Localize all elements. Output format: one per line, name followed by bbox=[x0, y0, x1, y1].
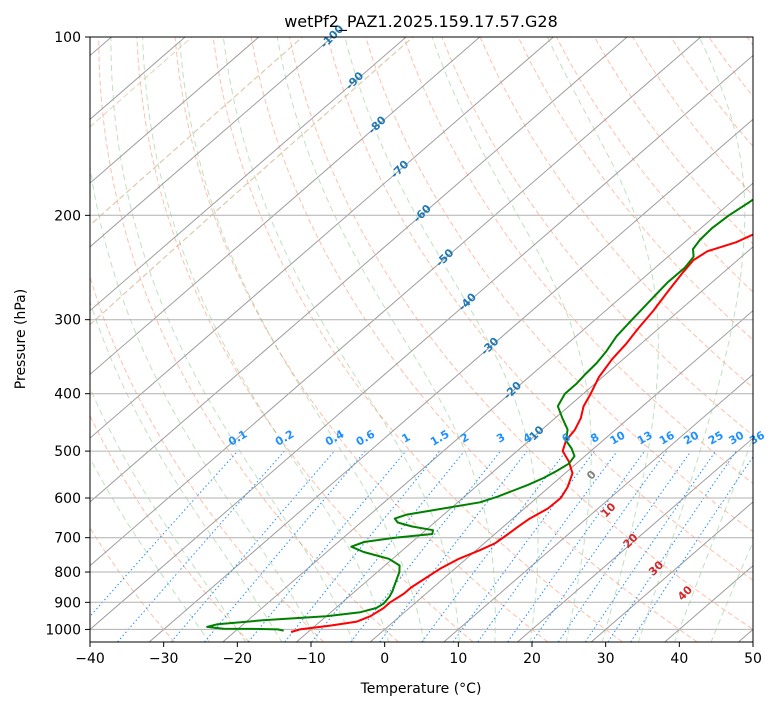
x-tick-label: −30 bbox=[149, 651, 179, 667]
moist-adiabat-line bbox=[547, 37, 659, 642]
isotherm-line bbox=[590, 501, 753, 642]
isotherm-line bbox=[443, 373, 753, 642]
mixing-ratio-line bbox=[507, 450, 646, 642]
y-tick-label: 700 bbox=[54, 531, 81, 547]
dry-adiabat-line bbox=[174, 37, 549, 642]
y-tick-label: 800 bbox=[54, 565, 81, 581]
x-tick-label: 0 bbox=[380, 651, 389, 667]
isotherm-line bbox=[90, 37, 333, 248]
mixing-ratio-line bbox=[557, 450, 692, 642]
plot-frame bbox=[89, 36, 754, 643]
x-tick-label: −40 bbox=[75, 651, 105, 667]
y-tick-label: 200 bbox=[54, 208, 81, 224]
mixing-ratio-line bbox=[477, 450, 618, 642]
dry-adiabat-line bbox=[90, 275, 325, 642]
mixing-ratio-line bbox=[284, 450, 440, 642]
isotherm-line bbox=[90, 37, 407, 312]
mixing-ratio-line bbox=[421, 450, 567, 642]
x-axis-label: Temperature (°C) bbox=[360, 681, 482, 697]
isotherm-line bbox=[369, 309, 753, 642]
isotherm-line bbox=[90, 54, 753, 631]
dewpoint-profile-line bbox=[206, 198, 753, 632]
y-tick-label: 400 bbox=[54, 387, 81, 403]
isotherm-line bbox=[148, 118, 753, 642]
isotherm-line bbox=[90, 37, 481, 376]
plot-background bbox=[90, 37, 753, 642]
x-tick-label: 40 bbox=[670, 651, 688, 667]
mixing-ratio-line bbox=[204, 450, 366, 642]
mixing-ratio-line bbox=[452, 450, 595, 642]
x-tick-label: −20 bbox=[223, 651, 253, 667]
moist-adiabat-line bbox=[344, 37, 539, 642]
y-tick-label: 500 bbox=[54, 444, 81, 460]
moist-adiabat-line bbox=[142, 37, 390, 642]
y-tick-label: 600 bbox=[54, 491, 81, 507]
y-tick-label: 900 bbox=[54, 595, 81, 611]
dry-adiabat-line bbox=[517, 37, 753, 341]
mixing-ratio-line bbox=[630, 456, 753, 642]
isotherm-line bbox=[222, 182, 753, 642]
mixing-ratio-line bbox=[311, 450, 465, 642]
y-tick-label: 300 bbox=[54, 313, 81, 329]
moist-adiabat-line bbox=[110, 37, 354, 642]
mixing-ratio-line bbox=[607, 450, 737, 642]
x-tick-label: 50 bbox=[744, 651, 762, 667]
isotherm-line bbox=[90, 37, 628, 503]
moist-adiabat-line bbox=[179, 37, 425, 642]
moist-adiabat-line bbox=[710, 540, 753, 642]
dry-adiabat-line bbox=[90, 414, 250, 642]
dry-adiabat-line bbox=[441, 37, 753, 437]
x-tick-label: 20 bbox=[523, 651, 541, 667]
y-tick-label: 1000 bbox=[45, 622, 81, 638]
dry-adiabat-line bbox=[365, 37, 753, 533]
x-tick-label: −10 bbox=[296, 651, 326, 667]
moist-adiabat-line bbox=[90, 387, 247, 642]
y-tick-label: 100 bbox=[54, 30, 81, 46]
moist-adiabat-line bbox=[637, 37, 746, 642]
moist-adiabat-line bbox=[90, 457, 211, 642]
moist-adiabat-line bbox=[674, 436, 753, 642]
moist-adiabat-line bbox=[431, 37, 592, 642]
x-tick-label: 30 bbox=[597, 651, 615, 667]
dry-adiabat-line bbox=[288, 37, 753, 631]
moist-adiabat-line bbox=[222, 37, 460, 642]
isotherm-line bbox=[296, 246, 753, 642]
moist-adiabat-line bbox=[90, 163, 319, 642]
y-axis-label: Pressure (hPa) bbox=[13, 289, 29, 389]
x-tick-label: 10 bbox=[449, 651, 467, 667]
curved-reference-line bbox=[90, 37, 414, 326]
isotherm-line bbox=[90, 37, 702, 567]
moist-adiabat-line bbox=[276, 37, 496, 642]
dry-adiabat-line bbox=[327, 37, 753, 581]
temperature-profile-line bbox=[290, 233, 753, 633]
mixing-ratio-line bbox=[531, 450, 668, 642]
chart-title: wetPf2_PAZ1.2025.159.17.57.G28 bbox=[284, 12, 558, 32]
mixing-ratio-line bbox=[247, 450, 407, 642]
isotherm-line bbox=[90, 37, 554, 439]
isotherm-line bbox=[517, 437, 753, 642]
mixing-ratio-line bbox=[584, 450, 717, 642]
isotherm-line bbox=[90, 37, 260, 184]
dry-adiabat-line bbox=[136, 37, 474, 642]
mixing-ratio-line bbox=[90, 450, 238, 618]
